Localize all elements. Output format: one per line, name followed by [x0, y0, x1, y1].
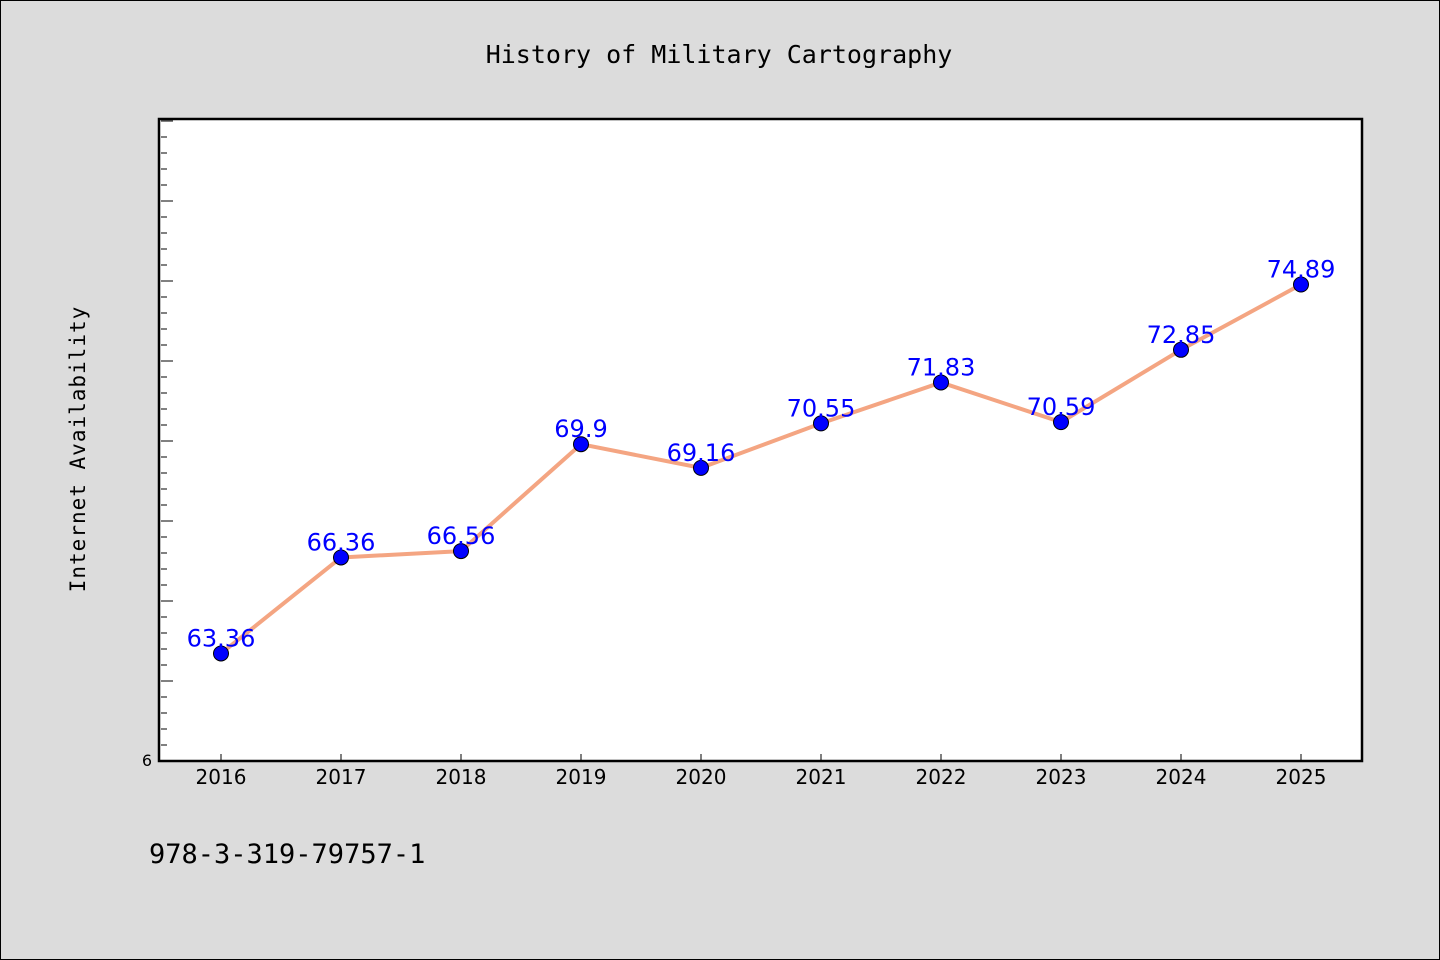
data-point — [813, 415, 829, 432]
data-point — [333, 549, 349, 566]
x-axis: 2016 2017 2018 2019 2020 2021 2022 2023 2024 2025 — [196, 754, 1327, 789]
data-label: 69.9 — [554, 415, 607, 443]
x-tick-label: 2024 — [1156, 765, 1207, 789]
data-label: 69.16 — [667, 439, 736, 467]
x-tick-label: 2016 — [196, 765, 247, 789]
x-tick-label: 2025 — [1276, 765, 1327, 789]
x-tick-label: 2018 — [436, 765, 487, 789]
x-tick-label: 2021 — [796, 765, 847, 789]
data-point — [693, 459, 709, 476]
data-label: 72.85 — [1147, 321, 1216, 349]
y-tick-label: 6 — [142, 751, 152, 770]
data-label: 70.55 — [787, 394, 856, 422]
x-tick-label: 2023 — [1036, 765, 1087, 789]
data-label: 66.36 — [307, 528, 376, 556]
footnote-isbn: 978-3-319-79757-1 — [149, 839, 425, 870]
chart-title: History of Military Cartography — [486, 40, 953, 69]
data-point — [453, 543, 469, 560]
y-axis-label: Internet Availability — [66, 306, 90, 593]
series-layer: 63.36 66.36 66.56 69.9 69.16 70.55 71.83 70.59 7… — [187, 256, 1336, 662]
x-tick-label: 2022 — [916, 765, 967, 789]
series-line — [219, 282, 1302, 656]
x-tick-label: 2020 — [676, 765, 727, 789]
x-tick-label: 2019 — [556, 765, 607, 789]
x-tick-label: 2017 — [316, 765, 367, 789]
data-point — [213, 645, 229, 662]
data-label: 66.56 — [427, 522, 496, 550]
y-axis-ticks — [161, 120, 173, 762]
data-point — [1293, 276, 1309, 293]
data-label: 74.89 — [1267, 256, 1336, 284]
plot-area — [157, 117, 1364, 763]
data-label: 70.59 — [1027, 393, 1096, 421]
data-point — [573, 436, 589, 453]
data-point — [933, 374, 949, 391]
data-label: 71.83 — [907, 353, 976, 381]
data-point — [1053, 414, 1069, 431]
data-label: 63.36 — [187, 624, 256, 652]
data-point — [1173, 341, 1189, 358]
